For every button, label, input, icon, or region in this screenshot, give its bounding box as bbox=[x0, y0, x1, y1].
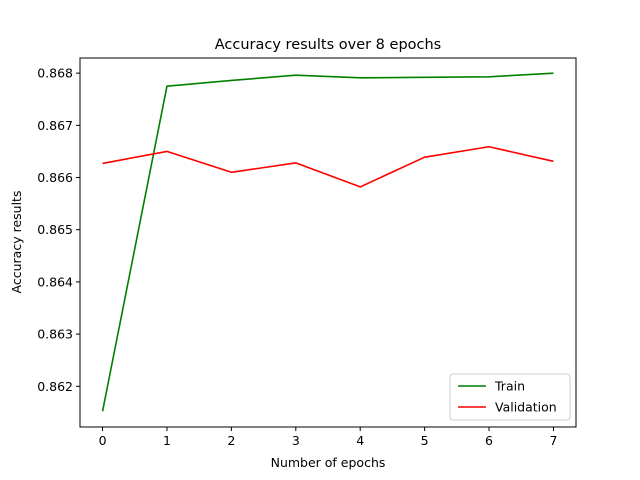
legend: Train Validation bbox=[449, 373, 571, 421]
legend-label-train: Train bbox=[494, 379, 525, 394]
x-tick-label: 0 bbox=[99, 433, 107, 448]
x-tick-label: 1 bbox=[163, 433, 171, 448]
y-tick-label: 0.867 bbox=[37, 118, 73, 133]
series-line-validation bbox=[102, 145, 554, 188]
x-tick-label: 3 bbox=[292, 433, 300, 448]
x-tick-label: 7 bbox=[549, 433, 557, 448]
x-axis-label: Number of epochs bbox=[271, 455, 386, 470]
series-layer bbox=[101, 72, 554, 412]
plot-area bbox=[79, 57, 577, 428]
plot-frame bbox=[79, 57, 577, 428]
legend-label-validation: Validation bbox=[495, 400, 557, 415]
x-tick-label: 5 bbox=[421, 433, 429, 448]
y-tick-label: 0.864 bbox=[37, 274, 73, 289]
x-tick-label: 6 bbox=[485, 433, 493, 448]
y-axis-label: Accuracy results bbox=[9, 191, 24, 294]
y-axis: 0.862 0.863 0.864 0.865 0.866 0.867 0.868 bbox=[37, 66, 80, 394]
chart-title: Accuracy results over 8 epochs bbox=[215, 37, 442, 53]
x-tick-label: 2 bbox=[227, 433, 235, 448]
y-tick-label: 0.865 bbox=[37, 222, 73, 237]
y-tick-label: 0.868 bbox=[37, 66, 73, 81]
x-tick-label: 4 bbox=[356, 433, 364, 448]
y-tick-label: 0.862 bbox=[37, 379, 73, 394]
x-axis: 0 1 2 3 4 5 6 7 bbox=[99, 427, 557, 448]
y-tick-label: 0.866 bbox=[37, 170, 73, 185]
y-tick-label: 0.863 bbox=[37, 327, 73, 342]
series-line-train bbox=[101, 72, 554, 412]
